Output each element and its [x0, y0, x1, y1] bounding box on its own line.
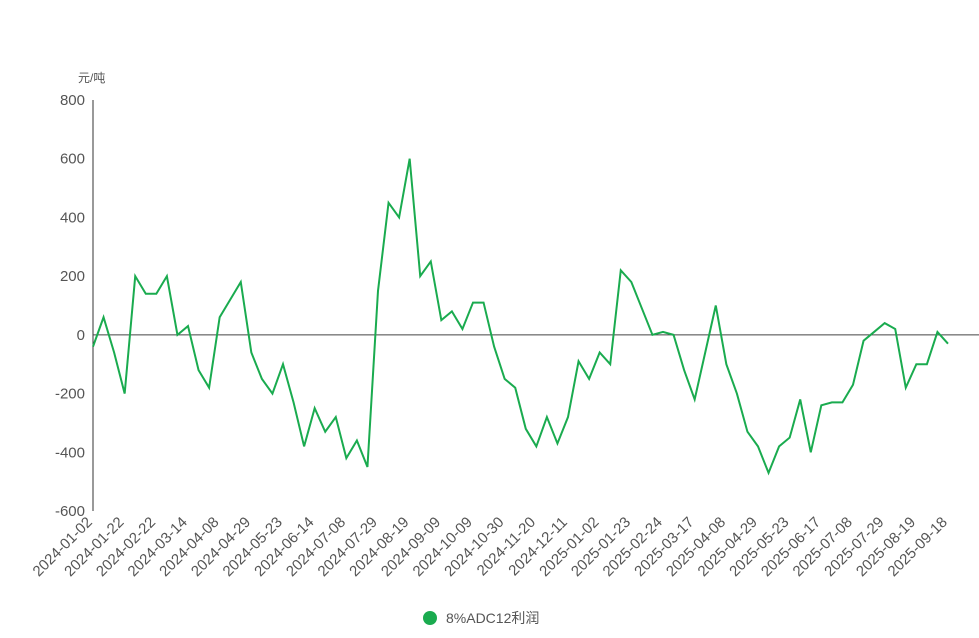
legend-label: 8%ADC12利润: [446, 610, 539, 626]
series-line: [92, 158, 949, 476]
y-tick-label: -600: [55, 503, 85, 520]
legend-marker: [423, 611, 437, 625]
y-unit: 元/吨: [78, 71, 105, 85]
y-tick-label: 200: [60, 268, 85, 285]
y-tick-label: 400: [60, 209, 85, 226]
y-tick-label: -200: [55, 386, 85, 403]
y-tick-label: 800: [60, 92, 85, 109]
y-tick-label: 600: [60, 151, 85, 168]
y-tick-label: 0: [77, 327, 85, 344]
y-tick-label: -400: [55, 444, 85, 461]
